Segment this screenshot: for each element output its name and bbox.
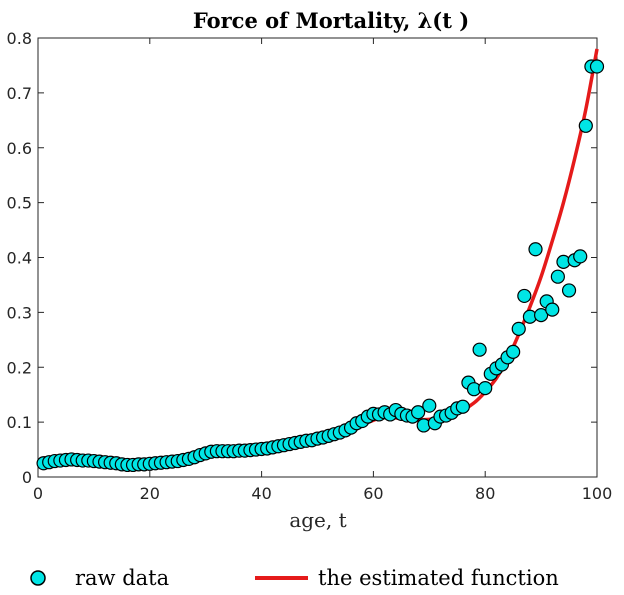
- x-tick-label: 0: [33, 484, 43, 503]
- y-tick-label: 0.8: [7, 29, 32, 48]
- y-axis: 0 0.1 0.2 0.3 0.4 0.5 0.6 0.7 0.8: [7, 29, 597, 487]
- data-point: [545, 302, 560, 317]
- x-axis-label: age, t: [289, 508, 346, 532]
- data-point: [455, 399, 470, 414]
- data-point: [578, 118, 593, 133]
- data-point: [573, 249, 588, 264]
- x-tick-label: 60: [363, 484, 383, 503]
- raw-data-points: [36, 59, 605, 473]
- data-point: [506, 344, 521, 359]
- x-tick-label: 40: [251, 484, 271, 503]
- data-point: [478, 381, 493, 396]
- data-point: [550, 269, 565, 284]
- y-tick-label: 0.5: [7, 194, 32, 213]
- legend-marker-raw-data: [30, 570, 46, 586]
- x-axis: 0 20 40 60 80 100: [33, 38, 612, 503]
- y-tick-label: 0: [22, 468, 32, 487]
- legend-label-estimated-function: the estimated function: [318, 566, 559, 590]
- x-tick-label: 80: [475, 484, 495, 503]
- legend-label-raw-data: raw data: [75, 566, 169, 590]
- y-tick-label: 0.4: [7, 249, 32, 268]
- data-point: [533, 308, 549, 323]
- y-tick-label: 0.3: [7, 303, 32, 322]
- chart-title: Force of Mortality, λ(t ): [193, 8, 469, 33]
- data-point: [589, 59, 605, 74]
- legend: raw data the estimated function: [30, 566, 559, 590]
- y-tick-label: 0.2: [7, 358, 32, 377]
- data-point: [561, 283, 577, 298]
- data-point: [528, 242, 543, 257]
- data-point: [422, 398, 437, 413]
- x-tick-label: 20: [140, 484, 160, 503]
- data-point: [517, 288, 532, 304]
- y-tick-label: 0.6: [7, 139, 32, 158]
- data-point: [511, 321, 526, 336]
- y-tick-label: 0.1: [7, 413, 32, 432]
- x-tick-label: 100: [582, 484, 613, 503]
- data-point: [472, 342, 487, 357]
- y-tick-label: 0.7: [7, 84, 32, 103]
- data-point: [411, 405, 426, 420]
